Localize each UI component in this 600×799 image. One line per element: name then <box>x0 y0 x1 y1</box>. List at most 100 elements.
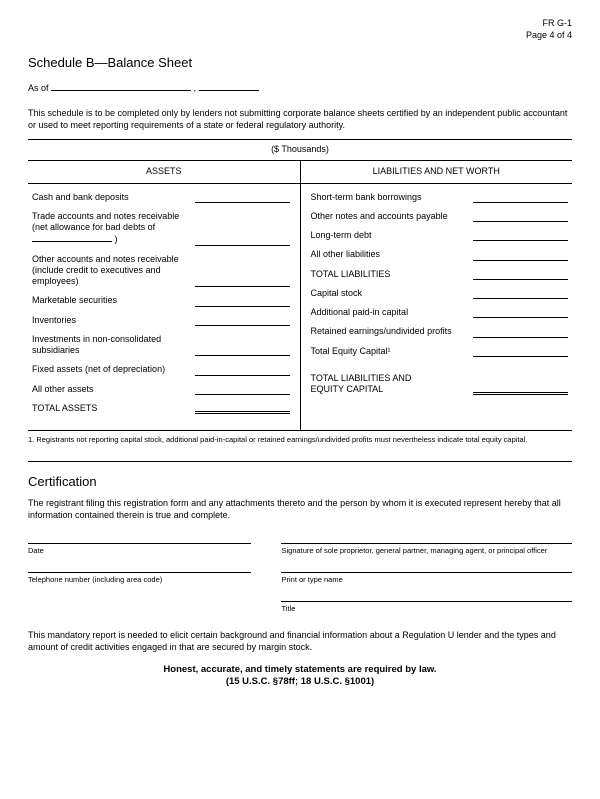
liabilities-header: LIABILITIES AND NET WORTH <box>301 161 573 183</box>
balance-columns: Cash and bank deposits Trade accounts an… <box>28 183 572 431</box>
value-blank[interactable] <box>473 193 568 203</box>
value-blank-total[interactable] <box>195 403 290 414</box>
liab-row-total: TOTAL LIABILITIES AND EQUITY CAPITAL <box>311 373 569 396</box>
bottom-line-1: Honest, accurate, and timely statements … <box>28 664 572 677</box>
asset-row: Fixed assets (net of depreciation) <box>32 364 290 375</box>
value-blank[interactable] <box>473 328 568 338</box>
liab-label: Retained earnings/undivided profits <box>311 326 474 337</box>
header-right: FR G-1 Page 4 of 4 <box>28 18 572 41</box>
as-of-label: As of <box>28 83 49 93</box>
asset-row: Cash and bank deposits <box>32 192 290 203</box>
asset-label: Trade accounts and notes receivable (net… <box>32 211 195 246</box>
liab-row: Long-term debt <box>311 230 569 241</box>
asset-label: Cash and bank deposits <box>32 192 195 203</box>
asset-label: Fixed assets (net of depreciation) <box>32 364 195 375</box>
as-of-blank-2[interactable] <box>199 82 259 91</box>
asset-label: Inventories <box>32 315 195 326</box>
liab-label: All other liabilities <box>311 249 474 260</box>
value-blank[interactable] <box>195 316 290 326</box>
value-blank[interactable] <box>473 251 568 261</box>
liab-row: Additional paid-in capital <box>311 307 569 318</box>
liab-row: Short-term bank borrowings <box>311 192 569 203</box>
value-blank[interactable] <box>473 347 568 357</box>
liab-row: TOTAL LIABILITIES <box>311 269 569 280</box>
value-blank[interactable] <box>195 236 290 246</box>
asset-label: Marketable securities <box>32 295 195 306</box>
value-blank[interactable] <box>473 231 568 241</box>
liab-row: Retained earnings/undivided profits <box>311 326 569 337</box>
empty-cell <box>28 601 251 614</box>
phone-label: Telephone number (including area code) <box>28 572 251 585</box>
schedule-title: Schedule B—Balance Sheet <box>28 55 572 72</box>
asset-row: Investments in non-consolidated subsidia… <box>32 334 290 357</box>
liab-label: TOTAL LIABILITIES <box>311 269 474 280</box>
asset-total-label: TOTAL ASSETS <box>32 403 195 414</box>
bottom-line-2: (15 U.S.C. §78ff; 18 U.S.C. §1001) <box>28 676 572 689</box>
print-name-label: Print or type name <box>281 572 572 585</box>
liab-total-line1: TOTAL LIABILITIES AND <box>311 373 412 383</box>
asset-row-total: TOTAL ASSETS <box>32 403 290 414</box>
form-id: FR G-1 <box>28 18 572 30</box>
asset-label: Investments in non-consolidated subsidia… <box>32 334 195 357</box>
asset-label: All other assets <box>32 384 195 395</box>
assets-header: ASSETS <box>28 161 301 183</box>
phone-cell: Telephone number (including area code) <box>28 572 251 585</box>
as-of-blank-1[interactable] <box>51 82 191 91</box>
liab-total-line2: EQUITY CAPITAL <box>311 384 384 394</box>
liabilities-column: Short-term bank borrowings Other notes a… <box>301 184 573 431</box>
footnote-1: 1. Registrants not reporting capital sto… <box>28 435 572 445</box>
print-name-cell: Print or type name <box>281 572 572 585</box>
liab-label: Short-term bank borrowings <box>311 192 474 203</box>
liab-label: Long-term debt <box>311 230 474 241</box>
signature-row-1: Date Signature of sole proprietor, gener… <box>28 543 572 556</box>
liab-row: Total Equity Capital¹ <box>311 346 569 357</box>
value-blank[interactable] <box>195 385 290 395</box>
date-cell: Date <box>28 543 251 556</box>
certification-title: Certification <box>28 474 572 491</box>
signature-cell: Signature of sole proprietor, general pa… <box>281 543 572 556</box>
value-blank[interactable] <box>473 308 568 318</box>
liab-label: Total Equity Capital¹ <box>311 346 474 357</box>
signature-row-2: Telephone number (including area code) P… <box>28 572 572 585</box>
value-blank[interactable] <box>195 346 290 356</box>
units-label: ($ Thousands) <box>28 140 572 160</box>
mandatory-statement: This mandatory report is needed to elici… <box>28 629 572 653</box>
value-blank[interactable] <box>195 366 290 376</box>
liab-total-label: TOTAL LIABILITIES AND EQUITY CAPITAL <box>311 373 474 396</box>
signature-row-3: Title <box>28 601 572 614</box>
column-headers-row: ASSETS LIABILITIES AND NET WORTH <box>28 160 572 183</box>
assets-column: Cash and bank deposits Trade accounts an… <box>28 184 301 431</box>
closing-paren: ) <box>115 234 118 244</box>
divider-below-table <box>28 430 572 431</box>
liab-label: Other notes and accounts payable <box>311 211 474 222</box>
liab-label: Additional paid-in capital <box>311 307 474 318</box>
value-blank[interactable] <box>473 212 568 222</box>
page-number: Page 4 of 4 <box>28 30 572 42</box>
value-blank[interactable] <box>195 297 290 307</box>
liab-row: Capital stock <box>311 288 569 299</box>
asset-row: All other assets <box>32 384 290 395</box>
asset-row: Marketable securities <box>32 295 290 306</box>
instruction-text: This schedule is to be completed only by… <box>28 107 572 131</box>
asset-row: Other accounts and notes receivable (inc… <box>32 254 290 288</box>
title-cell: Title <box>281 601 572 614</box>
value-blank[interactable] <box>195 193 290 203</box>
asset-row: Trade accounts and notes receivable (net… <box>32 211 290 246</box>
signature-label: Signature of sole proprietor, general pa… <box>281 543 572 556</box>
asset-label-text: Trade accounts and notes receivable (net… <box>32 211 179 232</box>
as-of-line: As of , <box>28 82 572 95</box>
value-blank[interactable] <box>473 289 568 299</box>
bottom-statement: Honest, accurate, and timely statements … <box>28 664 572 690</box>
value-blank[interactable] <box>195 277 290 287</box>
liab-row: All other liabilities <box>311 249 569 260</box>
bad-debts-blank[interactable] <box>32 233 112 242</box>
value-blank-total[interactable] <box>473 384 568 395</box>
certification-text: The registrant filing this registration … <box>28 497 572 521</box>
title-label: Title <box>281 601 572 614</box>
date-label: Date <box>28 543 251 556</box>
asset-label: Other accounts and notes receivable (inc… <box>32 254 195 288</box>
asset-row: Inventories <box>32 315 290 326</box>
liab-label: Capital stock <box>311 288 474 299</box>
value-blank[interactable] <box>473 270 568 280</box>
liab-row: Other notes and accounts payable <box>311 211 569 222</box>
